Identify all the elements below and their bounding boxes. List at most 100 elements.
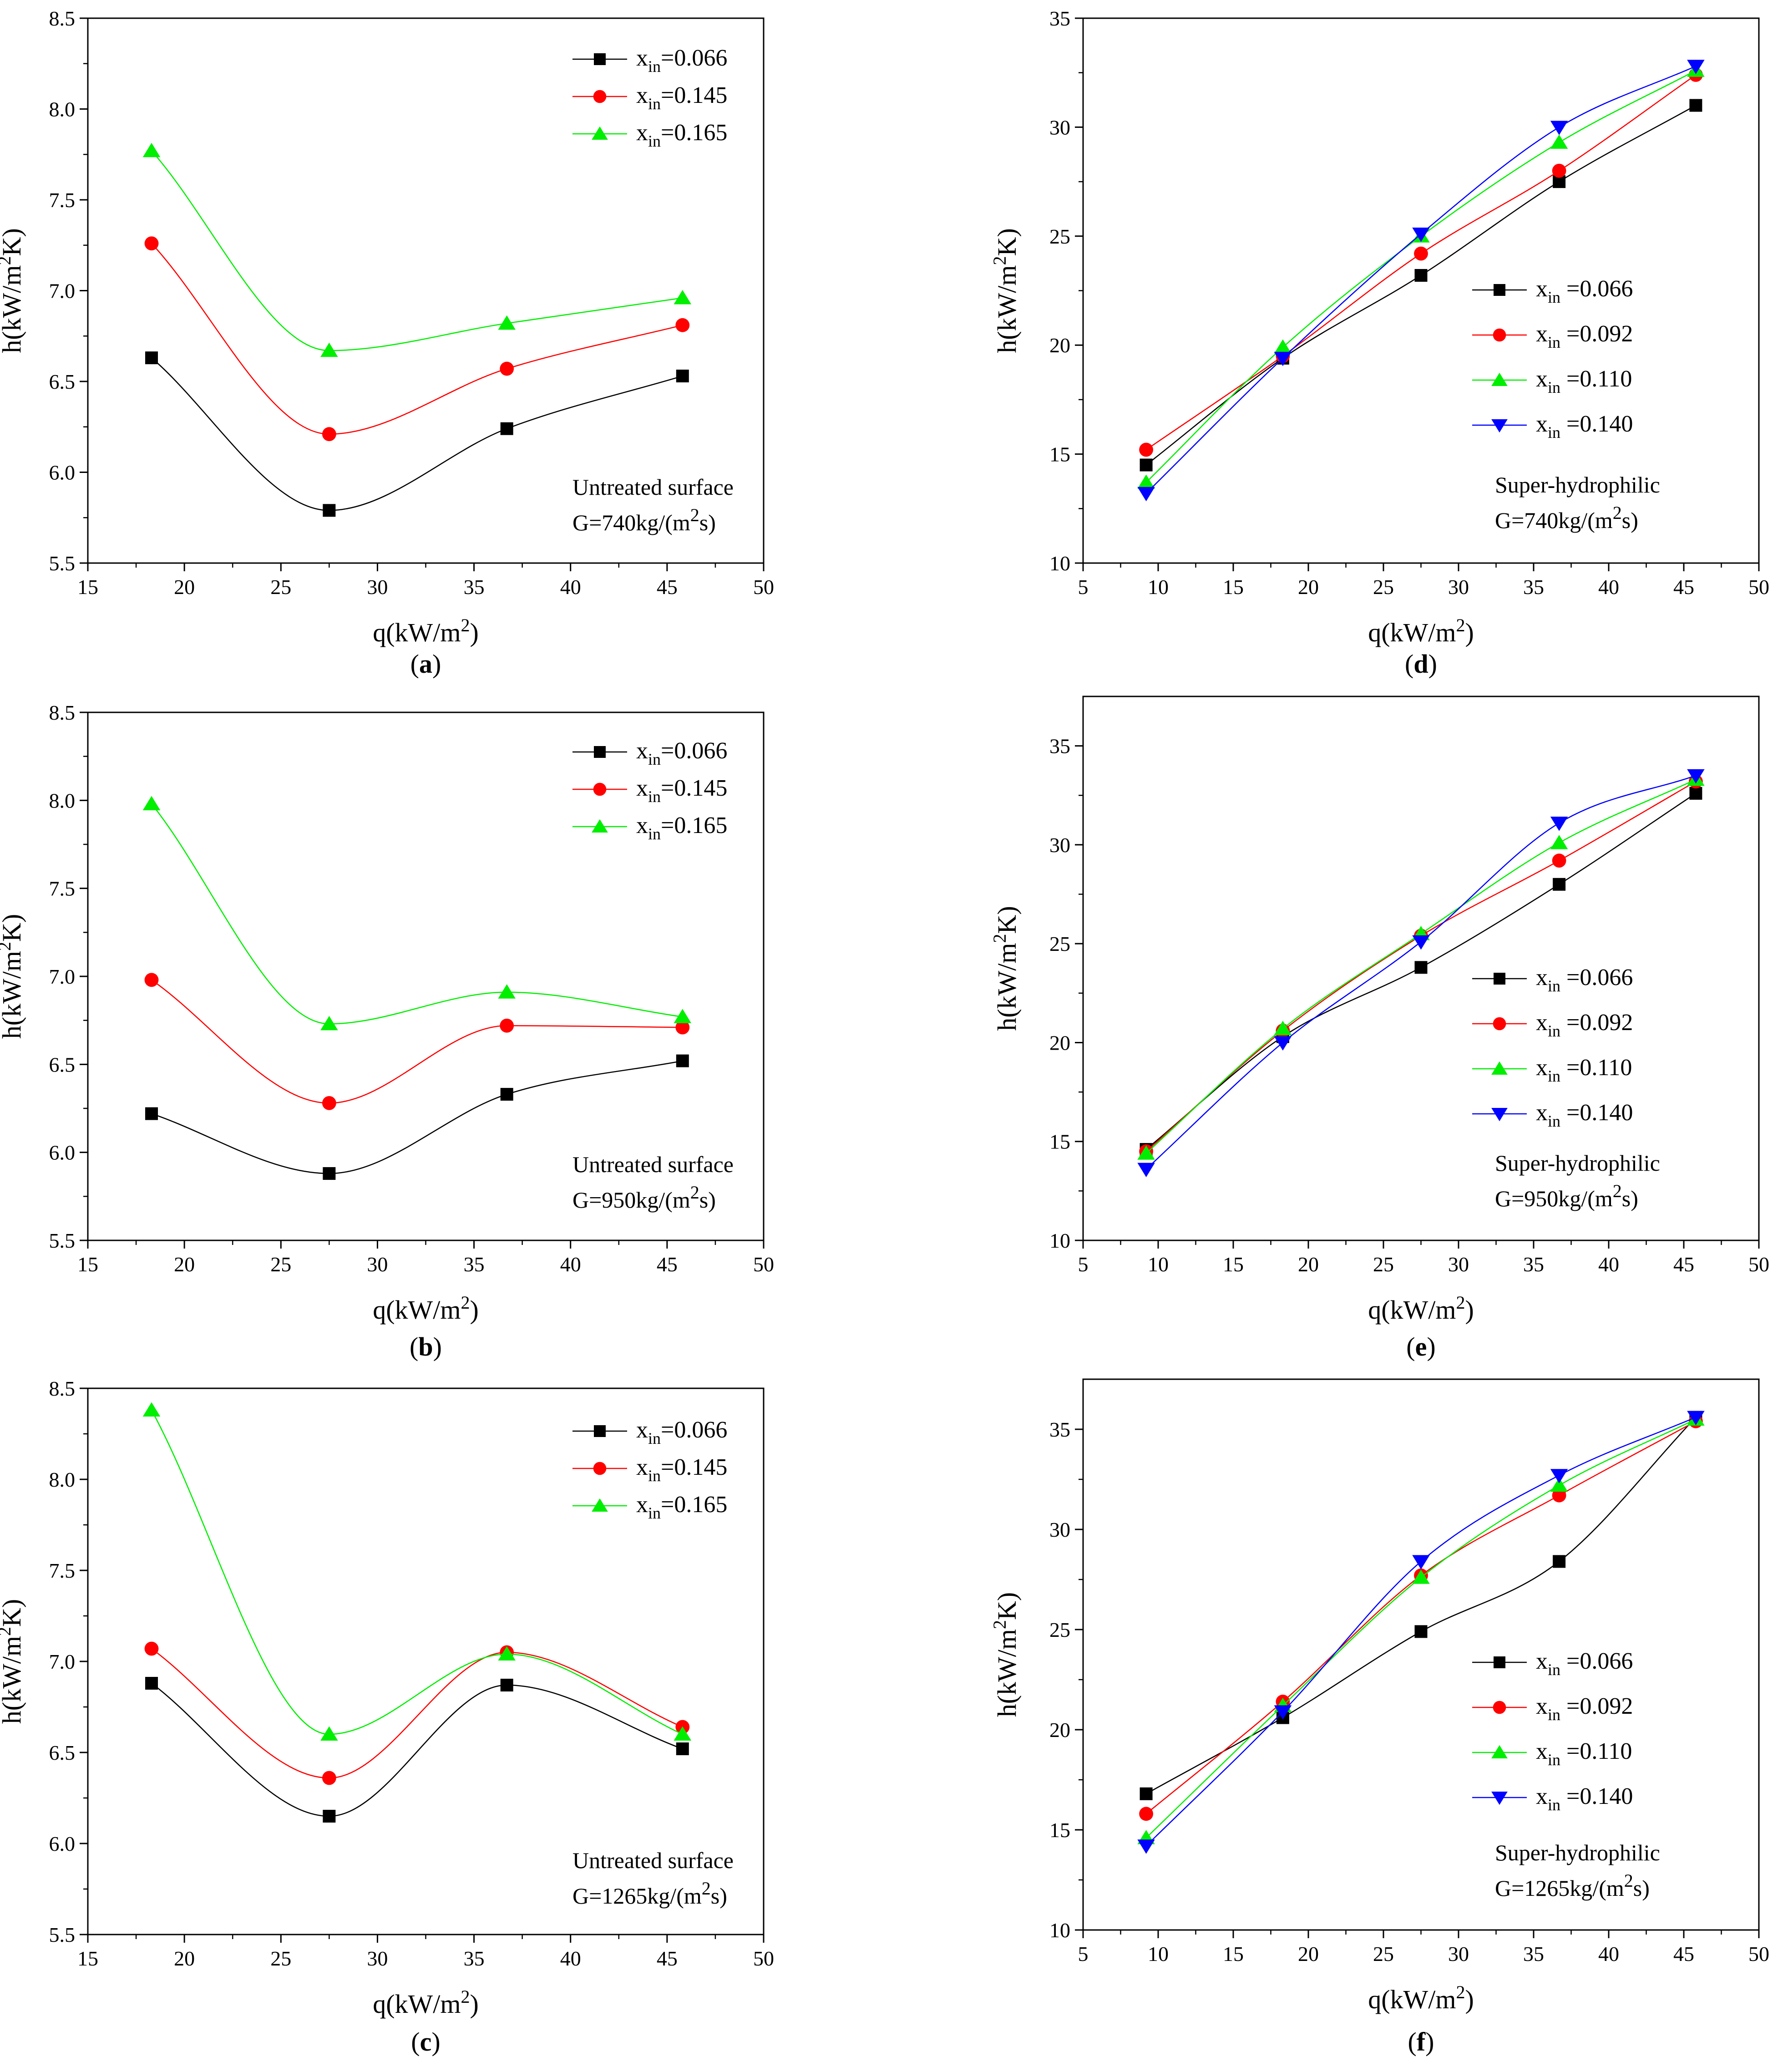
legend-item: xin=0.165	[572, 1492, 727, 1522]
data-point	[676, 1054, 689, 1067]
annotation: Untreated surface G=740kg/(m2s)	[572, 474, 734, 535]
data-point	[1137, 1145, 1155, 1160]
data-point	[1687, 769, 1705, 784]
x-tick-label: 30	[1448, 575, 1469, 599]
legend-marker	[1491, 1745, 1508, 1758]
legend-item: xin=0.145	[572, 82, 727, 113]
data-point	[1140, 458, 1153, 472]
legend-marker	[1491, 419, 1508, 433]
x-tick-label: 20	[1298, 1942, 1319, 1965]
data-point	[674, 1009, 692, 1023]
y-tick-label: 8.5	[49, 7, 76, 30]
data-point	[498, 315, 516, 330]
legend-label: xin =0.110	[1536, 1055, 1632, 1085]
data-point	[500, 1018, 514, 1033]
x-tick-label: 25	[1373, 1253, 1394, 1276]
legend-item: xin =0.140	[1472, 1100, 1633, 1130]
panel-label: (c)	[411, 2027, 440, 2057]
y-axis-title: h(kW/m2K)	[0, 228, 26, 353]
series-line	[151, 803, 683, 1025]
x-tick-label: 20	[174, 1253, 195, 1276]
data-point	[145, 351, 158, 365]
data-point	[1414, 961, 1428, 974]
x-tick-label: 30	[367, 1947, 388, 1970]
series-line	[1145, 1417, 1697, 1794]
panel-label: (a)	[410, 649, 441, 679]
y-axis-title: h(kW/m2K)	[989, 1592, 1022, 1717]
annotation-mass-flux: G=950kg/(m2s)	[572, 1182, 716, 1213]
data-point	[500, 1088, 513, 1101]
data-point	[1552, 163, 1566, 178]
legend-item: xin=0.165	[572, 120, 727, 150]
y-tick-label: 7.0	[49, 965, 76, 988]
panel-label: (b)	[410, 1332, 442, 1361]
panel-label: (d)	[1405, 649, 1437, 679]
legend-label: xin =0.140	[1536, 411, 1633, 442]
data-point	[1550, 1477, 1568, 1492]
annotation-mass-flux: G=740kg/(m2s)	[1495, 503, 1638, 533]
x-tick-label: 50	[753, 1253, 774, 1276]
x-tick-label: 50	[1748, 575, 1769, 599]
data-point	[675, 318, 690, 332]
y-tick-label: 7.0	[49, 279, 76, 303]
data-point	[1689, 787, 1702, 800]
x-tick-label: 15	[1223, 1942, 1244, 1965]
x-tick-label: 40	[1598, 1253, 1619, 1276]
legend-marker	[1494, 973, 1505, 985]
legend-label: xin=0.066	[636, 1417, 727, 1447]
data-point	[1553, 1555, 1566, 1568]
x-tick-label: 35	[464, 1947, 485, 1970]
annotation-surface: Untreated surface	[572, 1152, 734, 1177]
series-line	[1145, 74, 1697, 451]
legend-marker	[594, 53, 606, 65]
y-tick-label: 30	[1049, 833, 1070, 857]
series-1	[144, 1641, 690, 1785]
legend-label: xin =0.110	[1536, 1738, 1632, 1769]
x-tick-label: 35	[464, 1253, 485, 1276]
legend-item: xin =0.110	[1472, 1055, 1632, 1085]
data-point	[1412, 228, 1430, 242]
series-line	[151, 1648, 683, 1779]
data-point	[323, 504, 336, 517]
y-tick-label: 5.5	[49, 1229, 76, 1252]
legend-marker	[1493, 328, 1506, 342]
legend-item: xin=0.165	[572, 813, 727, 843]
annotation-surface: Untreated surface	[572, 1848, 734, 1873]
data-point	[320, 342, 338, 357]
data-point	[320, 1726, 338, 1741]
data-point	[1414, 1625, 1428, 1638]
y-tick-label: 30	[1049, 116, 1070, 139]
y-axis-title: h(kW/m2K)	[989, 906, 1022, 1031]
data-point	[500, 1679, 513, 1691]
x-tick-label: 40	[1598, 575, 1619, 599]
legend-item: xin=0.066	[572, 1417, 727, 1447]
series-1	[144, 236, 690, 442]
legend-marker	[592, 819, 608, 833]
data-point	[323, 1167, 336, 1180]
legend-item: xin=0.066	[572, 45, 727, 76]
data-point	[322, 1771, 336, 1785]
series-line	[1145, 1417, 1696, 1847]
y-tick-label: 7.5	[49, 188, 76, 212]
data-point	[1689, 99, 1702, 112]
series-line	[151, 243, 683, 435]
x-tick-label: 50	[753, 575, 774, 599]
data-point	[142, 796, 161, 811]
series-2	[142, 796, 692, 1031]
x-axis-title: q(kW/m2)	[1368, 1292, 1474, 1325]
legend-label: xin =0.066	[1536, 276, 1633, 306]
chart-panel-b: 15 20 25 30 35 40 45 50 5.5 6.0 6.5 7.0 7.5 8.0 8.5 q(k…	[0, 701, 774, 1361]
x-axis-title: q(kW/m2)	[373, 1986, 479, 2019]
x-tick-label: 20	[174, 1947, 195, 1970]
data-point	[674, 289, 692, 305]
legend-label: xin =0.110	[1536, 366, 1632, 396]
y-tick-label: 8.5	[49, 701, 76, 724]
data-point	[498, 984, 516, 999]
legend-label: xin=0.165	[636, 813, 727, 843]
data-point	[1274, 1021, 1292, 1036]
legend-item: xin=0.066	[572, 738, 727, 768]
chart-panel-d: 5 10 15 20 25 30 35 40 45 50 10 15 20 25 30 35 q(kW/m2) h…	[989, 7, 1769, 679]
y-tick-label: 30	[1049, 1518, 1070, 1541]
legend-item: xin =0.092	[1472, 321, 1633, 351]
